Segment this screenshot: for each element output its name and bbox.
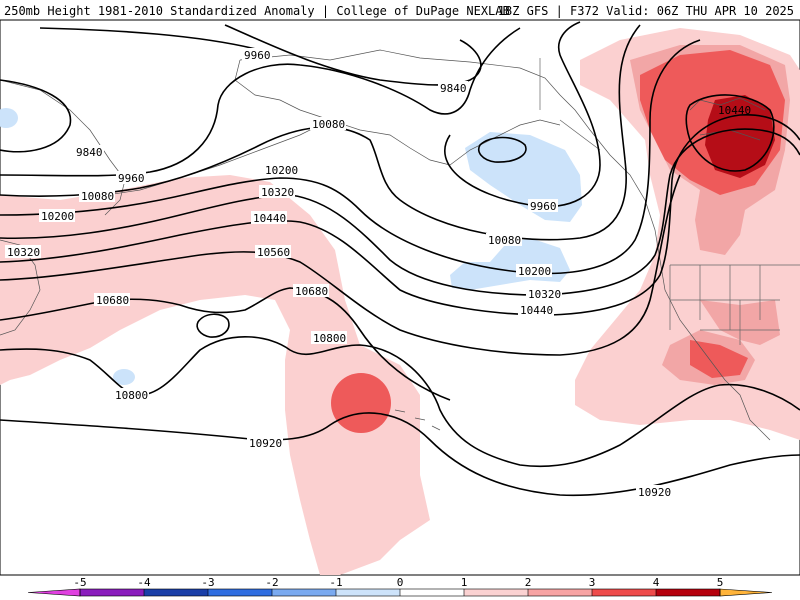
anomaly-positive-1-west	[0, 175, 430, 575]
legend-tick-label: -3	[201, 576, 214, 589]
svg-text:9960: 9960	[118, 172, 145, 185]
contour-label-10320-w: 10320	[5, 245, 41, 259]
svg-text:10680: 10680	[96, 294, 129, 307]
svg-text:10080: 10080	[312, 118, 345, 131]
anomaly-positive-3-ca	[690, 340, 748, 378]
height-contours	[0, 21, 800, 497]
legend-swatch	[208, 589, 240, 596]
contour-label-10920-e: 10920	[636, 485, 672, 499]
svg-text:10920: 10920	[249, 437, 282, 450]
legend-swatch	[464, 589, 496, 596]
legend-swatch	[80, 589, 112, 596]
contour-label-9960-nw: 9960	[242, 48, 272, 62]
anomaly-positive-3-hawaii	[331, 373, 391, 433]
contour-label-10800-w: 10800	[113, 388, 149, 402]
contour-label-10440-c: 10440	[251, 211, 287, 225]
legend-swatch	[240, 589, 272, 596]
legend-tick-label: 3	[589, 576, 596, 589]
contour-label-9960-w: 9960	[116, 171, 146, 185]
legend-tick-label: -4	[137, 576, 151, 589]
contour-label-10320-gulf: 10320	[526, 287, 562, 301]
contour-label-10320-c: 10320	[259, 185, 295, 199]
contour-label-10680-c: 10680	[293, 284, 329, 298]
legend-swatch	[688, 589, 720, 596]
legend-tick-label: 5	[717, 576, 724, 589]
anomaly-color-legend: -5 -4 -3 -2 -1 0 1 2 3 4 5	[27, 576, 773, 597]
contour-label-9840-ak: 9840	[438, 81, 468, 95]
svg-text:10800: 10800	[115, 389, 148, 402]
legend-tick-label: 0	[397, 576, 404, 589]
legend-arrow-low	[27, 588, 81, 597]
legend-swatch	[304, 589, 336, 596]
map-title: 250mb Height 1981-2010 Standardized Anom…	[4, 4, 510, 18]
svg-text:10320: 10320	[7, 246, 40, 259]
svg-text:10440: 10440	[718, 104, 751, 117]
legend-arrow-high	[719, 588, 773, 597]
svg-text:10560: 10560	[257, 246, 290, 259]
svg-text:10320: 10320	[261, 186, 294, 199]
svg-text:10080: 10080	[488, 234, 521, 247]
svg-text:10920: 10920	[638, 486, 671, 499]
legend-swatch	[560, 589, 592, 596]
svg-text:10200: 10200	[265, 164, 298, 177]
legend-tick-label: 2	[525, 576, 532, 589]
svg-text:10200: 10200	[41, 210, 74, 223]
contour-label-10200-gulf: 10200	[516, 264, 552, 278]
svg-text:10440: 10440	[520, 304, 553, 317]
contour-label-10560-c: 10560	[255, 245, 291, 259]
contour-label-10800-c: 10800	[311, 331, 347, 345]
svg-text:9960: 9960	[530, 200, 557, 213]
legend-swatch	[368, 589, 400, 596]
legend-swatch	[528, 589, 560, 596]
legend-swatch	[176, 589, 208, 596]
contour-label-10920-c: 10920	[247, 436, 283, 450]
contour-label-10440-gulf: 10440	[518, 303, 554, 317]
model-run-info: 18Z GFS | F372 Valid: 06Z THU APR 10 202…	[497, 4, 794, 18]
anomaly-negative-1-small	[113, 369, 135, 385]
contour-label-10080-w: 10080	[79, 189, 115, 203]
svg-text:10680: 10680	[295, 285, 328, 298]
svg-text:10800: 10800	[313, 332, 346, 345]
anomaly-negative-1-west	[0, 108, 18, 128]
legend-swatch	[272, 589, 304, 596]
legend-tick-label: -2	[265, 576, 278, 589]
svg-text:10080: 10080	[81, 190, 114, 203]
contour-label-10200-w: 10200	[39, 209, 75, 223]
contour-label-9960-gulf: 9960	[528, 199, 558, 213]
svg-text:9960: 9960	[244, 49, 271, 62]
legend-swatch	[496, 589, 528, 596]
contour-label-10440-ca: 10440	[718, 104, 751, 117]
svg-text:9840: 9840	[76, 146, 103, 159]
legend-swatch	[336, 589, 368, 596]
legend-swatch	[656, 589, 688, 596]
legend-swatch	[144, 589, 176, 596]
legend-swatch	[432, 589, 464, 596]
svg-text:10200: 10200	[518, 265, 551, 278]
contour-label-10080-gulf: 10080	[486, 233, 522, 247]
svg-text:10320: 10320	[528, 288, 561, 301]
contour-labels: 9960 9840 10080 10440 9840 9960 10080 10…	[5, 48, 751, 499]
legend-tick-label: -1	[329, 576, 342, 589]
legend-tick-label: 4	[653, 576, 660, 589]
legend-swatch	[400, 589, 432, 596]
svg-text:10440: 10440	[253, 212, 286, 225]
svg-text:9840: 9840	[440, 82, 467, 95]
legend-tick-label: -5	[73, 576, 86, 589]
contour-label-9840-w: 9840	[74, 145, 104, 159]
contour-label-10680-w: 10680	[94, 293, 130, 307]
political-borders	[539, 58, 800, 345]
legend-swatch	[624, 589, 656, 596]
legend-tick-label: 1	[461, 576, 468, 589]
legend-swatch	[592, 589, 624, 596]
contour-label-10200-c: 10200	[263, 163, 299, 177]
legend-swatch	[112, 589, 144, 596]
contour-label-10080-ak: 10080	[310, 117, 346, 131]
